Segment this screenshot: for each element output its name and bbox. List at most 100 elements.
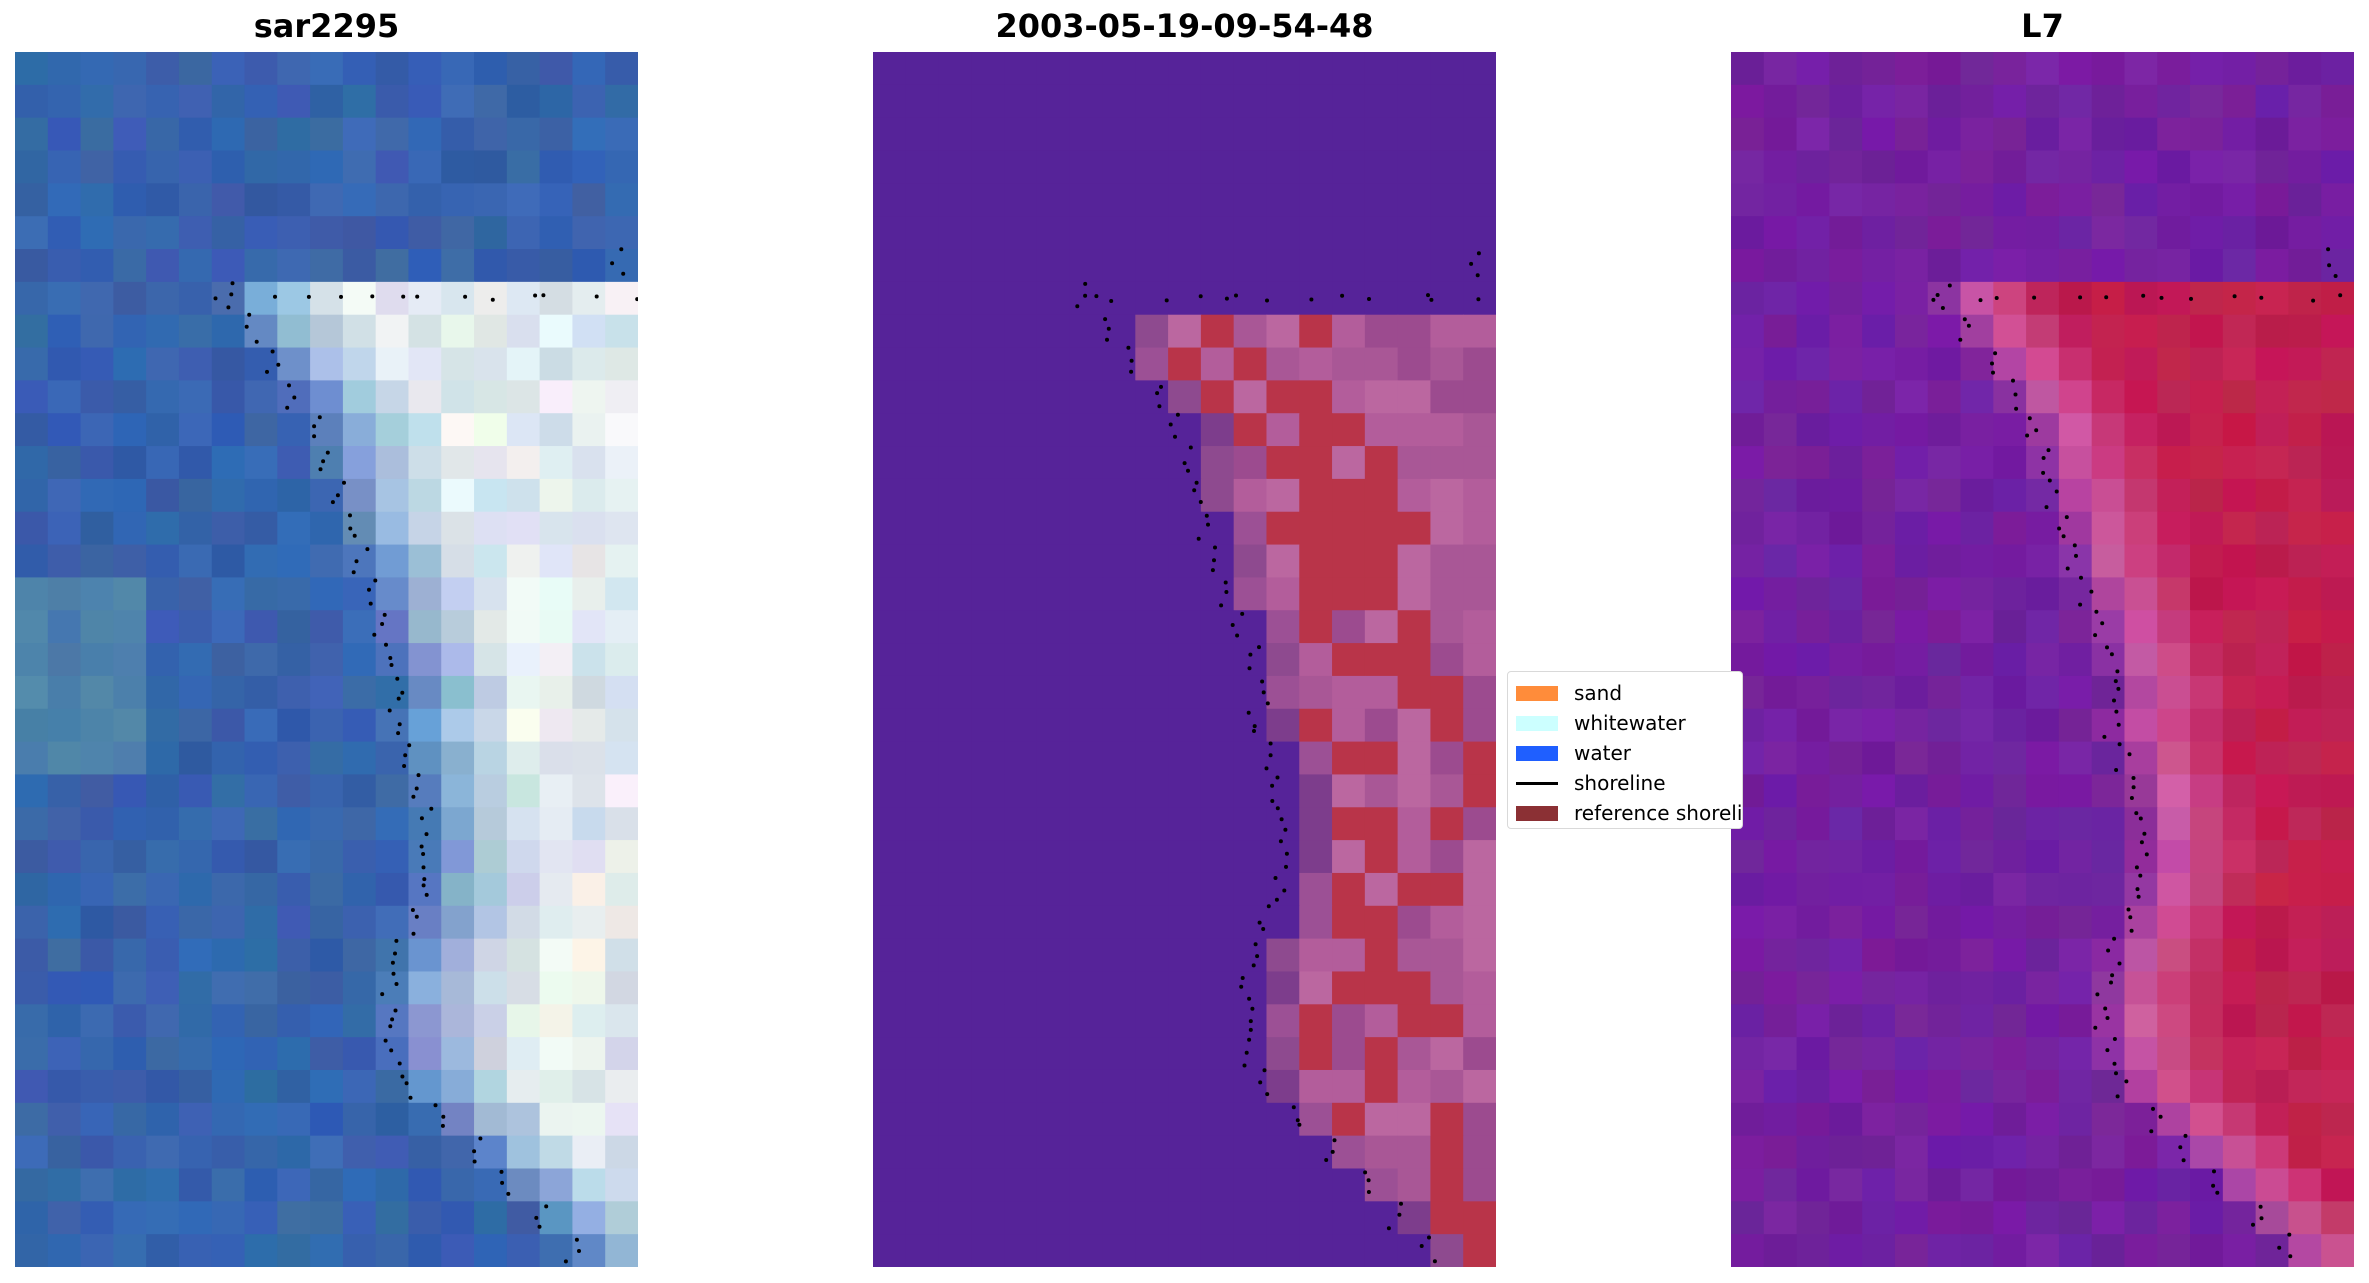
pixel (605, 1168, 638, 1202)
pixel (1430, 971, 1464, 1005)
pixel (1299, 1004, 1333, 1038)
pixel (408, 183, 442, 217)
pixel (1993, 183, 2027, 217)
pixel (1862, 708, 1896, 743)
pixel (1299, 511, 1333, 546)
pixel (2124, 938, 2158, 973)
pixel (1397, 1102, 1432, 1137)
pixel (2091, 446, 2126, 480)
pixel (1200, 741, 1235, 776)
pixel (572, 478, 606, 513)
pixel (1731, 1135, 1765, 1170)
pixel (1299, 577, 1333, 611)
pixel (1463, 1037, 1496, 1071)
pixel (2124, 872, 2158, 907)
pixel (408, 216, 442, 250)
pixel (1364, 1168, 1399, 1202)
pixel (1332, 807, 1366, 841)
pixel (2157, 1168, 2191, 1202)
pixel (905, 938, 940, 973)
pixel (1993, 413, 2027, 447)
pixel (178, 1168, 213, 1202)
pixel (1200, 1168, 1235, 1202)
pixel (938, 52, 972, 86)
legend: sand whitewater water shoreline referenc… (1507, 671, 1743, 829)
legend-item-reference-shoreline: reference shoreline (1508, 798, 1742, 828)
shoreline-point (1257, 645, 1261, 650)
pixel (1299, 413, 1333, 447)
pixel (277, 52, 311, 86)
pixel (1168, 544, 1202, 579)
pixel (1829, 216, 1863, 250)
pixel (1168, 938, 1202, 973)
pixel (2157, 380, 2191, 414)
pixel (873, 511, 907, 546)
pixel (1135, 249, 1169, 283)
pixel (1102, 52, 1136, 86)
pixel (2026, 774, 2060, 808)
pixel (1430, 446, 1464, 480)
pixel (2026, 1037, 2060, 1071)
pixel (938, 117, 972, 152)
pixel (310, 314, 344, 349)
shoreline-point (396, 696, 401, 701)
pixel (2190, 84, 2224, 119)
shoreline-point (1931, 297, 1936, 302)
pixel (539, 413, 574, 447)
pixel (474, 675, 508, 710)
pixel (1200, 774, 1235, 808)
pixel (146, 774, 180, 808)
shoreline-point (1094, 294, 1099, 299)
shoreline-point (424, 892, 429, 897)
pixel (2321, 708, 2354, 743)
pixel (1036, 478, 1071, 513)
pixel (310, 1069, 344, 1104)
pixel (277, 643, 311, 677)
rgb-satellite-image (15, 52, 638, 1267)
pixel (905, 478, 940, 513)
pixel (1364, 1102, 1399, 1137)
pixel (938, 840, 972, 874)
shoreline-point (1239, 984, 1244, 989)
pixel (1430, 872, 1464, 907)
pixel (1463, 84, 1496, 119)
shoreline-point (1083, 281, 1088, 286)
pixel (873, 741, 907, 776)
pixel (539, 446, 574, 480)
pixel (1763, 1168, 1798, 1202)
shoreline-point (1224, 296, 1229, 301)
pixel (971, 741, 1005, 776)
shoreline-point (2046, 448, 2051, 453)
pixel (971, 1168, 1005, 1202)
pixel (146, 314, 180, 349)
pixel (474, 1168, 508, 1202)
pixel (80, 1201, 114, 1235)
pixel (971, 971, 1005, 1005)
shoreline-point (1268, 753, 1273, 758)
shoreline-point (354, 559, 359, 564)
pixel (2124, 971, 2158, 1005)
shoreline-point (1274, 897, 1279, 902)
pixel (1796, 183, 1830, 217)
pixel (2058, 183, 2093, 217)
pixel (277, 1201, 311, 1235)
pixel (506, 971, 541, 1005)
shoreline-point (348, 526, 353, 531)
pixel (80, 249, 114, 283)
pixel (211, 117, 246, 152)
pixel (1927, 117, 1962, 152)
pixel (1299, 1135, 1333, 1170)
shoreline-point (1075, 304, 1080, 309)
pixel (441, 905, 475, 940)
pixel (342, 1069, 377, 1104)
pixel (2091, 774, 2126, 808)
pixel (113, 840, 147, 874)
pixel (2222, 610, 2257, 644)
pixel (605, 117, 638, 152)
pixel (408, 938, 442, 973)
pixel (1927, 1004, 1962, 1038)
pixel (211, 872, 246, 907)
shoreline-point (2131, 776, 2136, 780)
pixel (506, 1004, 541, 1038)
pixel (1168, 971, 1202, 1005)
